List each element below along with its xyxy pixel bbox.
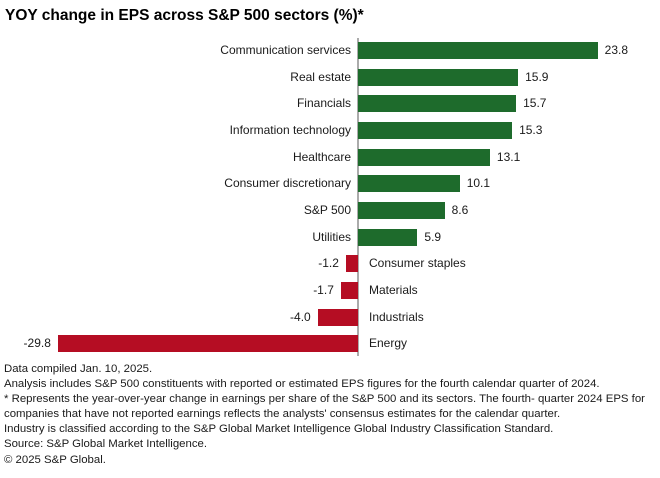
positive-bar [358,68,519,86]
positive-bar [358,175,460,193]
value-label: -1.7 [313,282,334,297]
positive-bar [358,201,445,219]
value-label: -4.0 [290,309,311,324]
value-label: 23.8 [604,43,629,57]
positive-bar [358,121,513,139]
category-label: Information technology [229,122,351,137]
category-label: Consumer staples [369,256,466,271]
category-label: Real estate [290,69,351,84]
category-label: Financials [296,96,351,111]
bar-row: Industrials -4.0 [0,308,660,326]
positive-bar [358,228,418,246]
bar-row: Healthcare 13.1 [0,148,660,166]
category-label: Communication services [220,43,351,57]
bar-chart: Communication services 23.8 Real estate 15.… [0,38,660,358]
bar-row: Energy -29.8 [0,335,660,353]
category-label: S&P 500 [303,202,351,217]
value-label: 15.7 [523,96,547,111]
negative-bar [317,308,358,326]
value-label: 8.6 [451,202,469,217]
footnote-industry: Industry is classified according to the … [4,423,554,436]
negative-bar [340,281,358,299]
bar-row: Consumer discretionary 10.1 [0,175,660,193]
value-label: -1.2 [318,256,339,271]
footnote-copyright: © 2025 S&P Global. [4,453,106,466]
positive-bar [358,95,517,113]
bar-row: Communication services 23.8 [0,42,660,59]
bar-row: Real estate 15.9 [0,68,660,86]
value-label: -29.8 [23,336,51,351]
category-label: Utilities [312,229,351,244]
bar-row: Financials 15.7 [0,95,660,113]
category-label: Energy [369,336,408,351]
category-label: Materials [369,282,418,297]
value-label: 10.1 [466,176,491,191]
zero-axis-line [357,38,359,356]
footnote-source: Source: S&P Global Market Intelligence. [4,438,208,451]
category-label: Industrials [369,309,424,324]
category-label: Healthcare [292,149,351,164]
bar-row: Utilities 5.9 [0,228,660,246]
negative-bar [57,335,358,353]
bar-row: Information technology 15.3 [0,121,660,139]
chart-title: YOY change in EPS across S&P 500 sectors… [5,7,364,24]
value-label: 15.3 [519,122,543,137]
value-label: 15.9 [525,69,549,84]
negative-bar [345,255,358,273]
bar-row: Consumer staples -1.2 [0,255,660,273]
footnote-analysis: Analysis includes S&P 500 constituents w… [4,378,600,391]
footnote-compiled: Data compiled Jan. 10, 2025. [4,363,153,375]
footnote-asterisk: * Represents the year-over-year change i… [4,393,645,421]
category-label: Consumer discretionary [224,176,351,191]
bar-row: Materials -1.7 [0,281,660,299]
positive-bar [358,42,598,59]
value-label: 5.9 [424,229,442,244]
value-label: 13.1 [496,149,521,164]
footnotes: Data compiled Jan. 10, 2025. Analysis in… [4,362,657,468]
positive-bar [358,148,490,166]
bar-row: S&P 500 8.6 [0,201,660,219]
